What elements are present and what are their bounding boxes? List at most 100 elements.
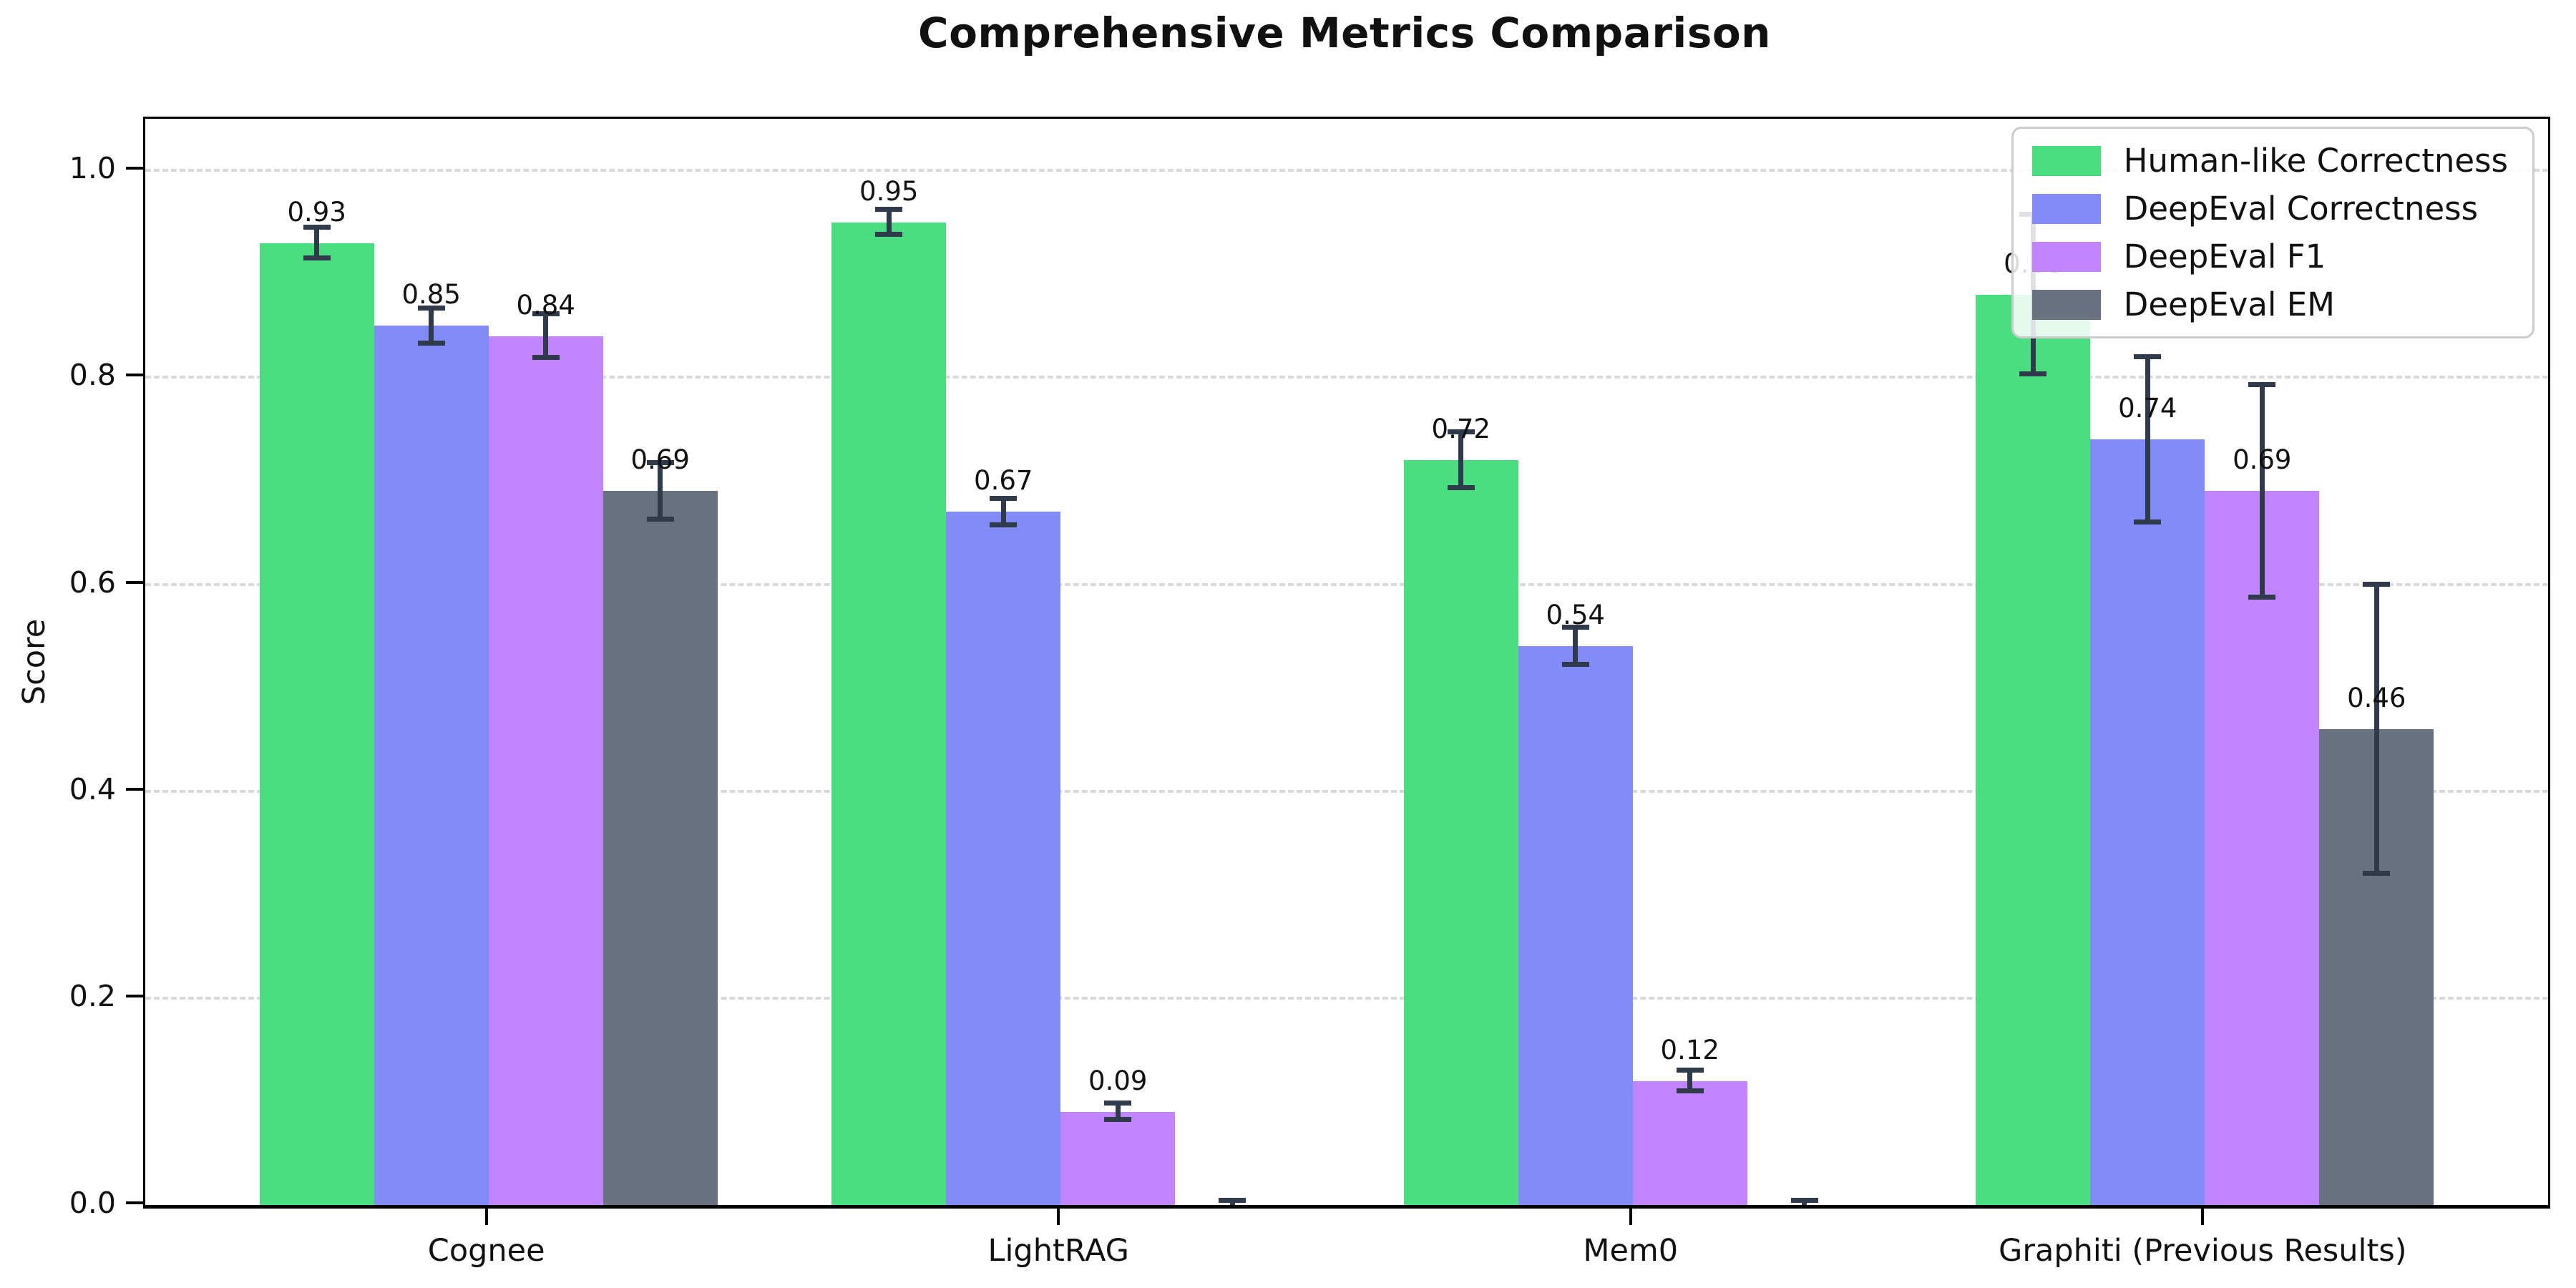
error-bar-line [1687,1070,1693,1091]
x-tick-mark [1629,1206,1632,1225]
error-bar-line [658,463,663,519]
error-bar-cap-top [990,495,1018,501]
legend-swatch-icon [2031,289,2101,320]
error-bar-cap-bottom [646,516,674,522]
x-tick-label-2: Mem0 [1583,1233,1679,1269]
bar-deepeval-em-0 [602,491,718,1205]
legend-swatch-icon [2031,145,2101,176]
x-tick-mark [2201,1206,2205,1225]
y-tick-mark [126,994,143,997]
error-bar-line [1115,1103,1121,1121]
error-bar-cap-top [1790,1198,1818,1204]
legend-label: DeepEval EM [2123,286,2335,323]
bar-human-like-correctness-2 [1403,460,1518,1205]
error-bar-line [1573,628,1579,665]
legend: Human-like Correctness DeepEval Correctne… [2011,127,2534,338]
error-bar-cap-top [646,460,674,466]
bar-deepeval-f1-2 [1632,1080,1747,1205]
error-bar-line [2259,384,2265,598]
legend-label: Human-like Correctness [2123,142,2508,180]
bar-value-label: 0.46 [2347,682,2406,713]
error-bar-cap-bottom [417,340,445,346]
error-bar-cap-bottom [990,522,1018,528]
error-bar-cap-bottom [2363,871,2391,877]
error-bar-cap-bottom [303,255,331,261]
error-bar-line [2373,584,2379,874]
bar-value-label: 0.12 [1660,1034,1719,1065]
bar-deepeval-correctness-1 [946,512,1061,1205]
bar-deepeval-correctness-2 [1518,646,1633,1205]
error-bar-cap-top [2134,353,2162,359]
x-tick-mark [484,1206,488,1225]
error-bar-line [543,314,549,358]
error-bar-cap-bottom [1447,485,1475,491]
bar-value-label: 0.72 [1431,414,1491,445]
y-tick-mark [126,167,143,170]
bar-value-label: 0.95 [859,175,919,207]
bar-deepeval-correctness-0 [374,326,489,1205]
bar-value-label: 0.69 [2233,444,2292,476]
x-tick-label-3: Graphiti (Previous Results) [1999,1233,2407,1269]
error-bar-cap-top [1219,1198,1246,1204]
x-tick-label-1: LightRAG [987,1233,1129,1269]
bar-value-label: 0.09 [1088,1065,1148,1096]
y-tick-mark [126,374,143,377]
bar-value-label: 0.54 [1546,600,1605,631]
gridline-y-1 [145,169,2548,172]
y-axis-label: Score [16,618,52,706]
error-bar-cap-top [1447,429,1475,435]
error-bar-cap-top [417,305,445,311]
legend-row: DeepEval EM [2031,286,2508,323]
bar-human-like-correctness-0 [259,243,374,1205]
legend-row: Human-like Correctness [2031,142,2508,180]
gridline-y-0.8 [145,376,2548,379]
error-bar-cap-top [2363,581,2391,587]
y-tick-label: 0.8 [69,358,116,393]
error-bar-cap-top [875,207,903,213]
y-tick-mark [126,1201,143,1204]
error-bar-line [1000,498,1006,526]
bar-human-like-correctness-1 [831,222,947,1205]
error-bar-cap-top [1561,625,1589,630]
y-tick-label: 0.2 [69,978,116,1013]
error-bar-cap-bottom [532,354,560,360]
error-bar-line [886,210,892,235]
error-bar-cap-bottom [1219,1206,1246,1209]
bar-deepeval-f1-3 [2205,491,2320,1205]
legend-swatch-icon [2031,193,2101,224]
bar-deepeval-f1-1 [1060,1111,1176,1205]
error-bar-cap-bottom [2019,371,2047,377]
y-tick-label: 0.0 [69,1186,116,1220]
y-tick-label: 0.4 [69,771,116,806]
error-bar-cap-top [1676,1068,1704,1073]
error-bar-cap-top [303,224,331,230]
error-bar-cap-bottom [1104,1117,1132,1123]
error-bar-cap-bottom [2134,519,2162,525]
x-tick-mark [1057,1206,1060,1225]
bar-human-like-correctness-3 [1976,294,2091,1205]
bar-value-label: 0.74 [2118,393,2177,424]
error-bar-line [2145,356,2150,522]
error-bar-line [314,227,320,259]
error-bar-cap-top [532,311,560,317]
error-bar-cap-bottom [2248,595,2276,600]
bar-deepeval-correctness-3 [2090,439,2205,1205]
bar-value-label: 0.85 [401,279,461,311]
gridline-y-0.6 [145,582,2548,586]
legend-label: DeepEval Correctness [2123,190,2479,228]
bar-value-label: 0.67 [974,465,1033,497]
y-tick-mark [126,580,143,584]
legend-row: DeepEval Correctness [2031,190,2508,228]
gridline-y-0.4 [145,789,2548,793]
chart-title: Comprehensive Metrics Comparison [918,9,1771,57]
error-bar-cap-bottom [1791,1206,1818,1209]
legend-row: DeepEval F1 [2031,238,2508,275]
legend-swatch-icon [2031,241,2101,272]
error-bar-cap-bottom [1676,1088,1704,1093]
error-bar-cap-top [1104,1101,1132,1106]
error-bar-cap-bottom [875,231,903,237]
error-bar-line [1458,432,1464,489]
bar-value-label: 0.84 [516,289,575,321]
x-tick-label-0: Cognee [427,1233,545,1269]
